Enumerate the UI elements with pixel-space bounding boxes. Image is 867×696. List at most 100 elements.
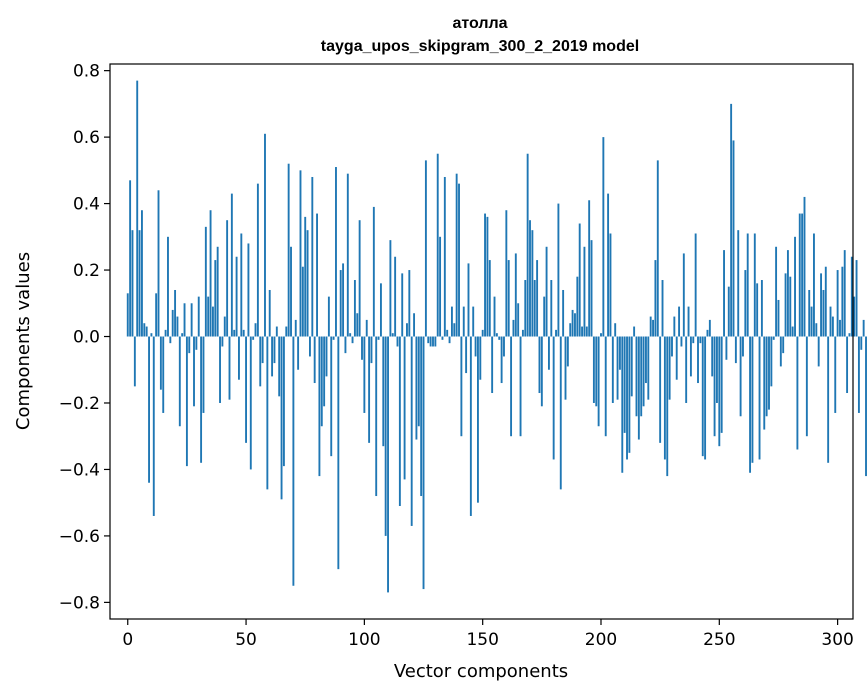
bar bbox=[708, 319, 711, 337]
bar bbox=[777, 299, 780, 337]
bar bbox=[531, 230, 534, 337]
bar bbox=[843, 250, 846, 337]
bar bbox=[533, 280, 536, 337]
bar bbox=[543, 296, 546, 337]
bar bbox=[663, 336, 666, 460]
bar bbox=[862, 319, 865, 337]
bar bbox=[607, 193, 610, 337]
bar bbox=[744, 270, 747, 337]
bar bbox=[772, 336, 775, 340]
bar bbox=[138, 230, 141, 337]
bar bbox=[701, 336, 704, 457]
bar bbox=[865, 336, 867, 477]
bar bbox=[566, 336, 569, 367]
chart-title-line-2: tayga_upos_skipgram_300_2_2019 model bbox=[321, 38, 639, 55]
bar bbox=[290, 246, 292, 337]
bar bbox=[831, 316, 834, 337]
bar bbox=[460, 336, 463, 437]
bar bbox=[860, 336, 863, 350]
bar bbox=[342, 263, 345, 337]
bar bbox=[297, 336, 300, 370]
bar bbox=[779, 336, 782, 367]
bar bbox=[379, 283, 382, 337]
y-tick-label: −0.2 bbox=[59, 394, 100, 414]
x-axis-ticks: 0 50 100 150 200 250 300 bbox=[122, 619, 854, 650]
bar bbox=[126, 293, 129, 337]
bar bbox=[786, 250, 789, 337]
bar bbox=[836, 270, 839, 337]
bar bbox=[673, 316, 676, 337]
bar bbox=[353, 280, 356, 337]
bar bbox=[420, 336, 423, 497]
bar bbox=[813, 233, 815, 337]
bar bbox=[500, 336, 503, 384]
bar bbox=[453, 323, 456, 337]
bar bbox=[387, 336, 389, 593]
bar bbox=[287, 163, 290, 337]
bar bbox=[628, 336, 631, 453]
bar bbox=[730, 103, 733, 337]
x-tick-label: 0 bbox=[122, 630, 133, 650]
bar bbox=[640, 336, 643, 417]
bar bbox=[649, 316, 652, 337]
bar bbox=[472, 306, 475, 337]
bar bbox=[521, 329, 524, 337]
bar bbox=[337, 336, 340, 570]
bar bbox=[808, 289, 811, 337]
bar bbox=[519, 336, 522, 437]
chart-title-line-1: атолла bbox=[452, 15, 507, 32]
bar bbox=[417, 336, 420, 427]
bar bbox=[294, 319, 297, 337]
x-tick-label: 100 bbox=[348, 630, 380, 650]
bar bbox=[699, 336, 702, 344]
bar bbox=[216, 246, 219, 337]
bar bbox=[477, 336, 479, 503]
bar bbox=[181, 333, 184, 337]
bar bbox=[685, 336, 688, 403]
bar bbox=[271, 336, 274, 377]
bar bbox=[846, 336, 849, 394]
bar bbox=[564, 336, 567, 400]
bar bbox=[481, 329, 484, 337]
bar bbox=[503, 336, 505, 357]
y-tick-label: 0.8 bbox=[73, 62, 100, 82]
bar bbox=[443, 176, 446, 337]
bar bbox=[765, 336, 768, 417]
bar bbox=[727, 286, 730, 337]
bar bbox=[758, 336, 761, 460]
bar bbox=[285, 326, 288, 337]
bar bbox=[157, 190, 160, 337]
bar bbox=[742, 336, 744, 357]
bar bbox=[204, 226, 207, 337]
bar bbox=[413, 313, 416, 337]
bar bbox=[214, 260, 217, 337]
y-tick-label: −0.4 bbox=[59, 460, 100, 480]
bar bbox=[162, 336, 165, 413]
bar bbox=[732, 140, 735, 337]
bar bbox=[614, 323, 617, 337]
bar bbox=[715, 336, 718, 403]
bar bbox=[141, 210, 143, 337]
bar bbox=[178, 336, 181, 427]
bar bbox=[803, 196, 806, 337]
bar bbox=[372, 206, 375, 337]
bar bbox=[136, 80, 139, 337]
bar bbox=[448, 336, 451, 344]
bar bbox=[574, 313, 576, 337]
bar bbox=[169, 336, 172, 344]
bar bbox=[810, 306, 813, 337]
bar bbox=[167, 236, 169, 337]
bar bbox=[829, 306, 832, 337]
bar bbox=[207, 296, 210, 337]
bar bbox=[148, 336, 150, 483]
bar bbox=[623, 336, 626, 433]
bar bbox=[739, 336, 742, 417]
bar bbox=[275, 326, 278, 337]
plot-frame bbox=[109, 63, 854, 620]
bar bbox=[309, 336, 311, 357]
y-tick-label: 0.6 bbox=[73, 128, 100, 148]
bar bbox=[611, 336, 614, 403]
bar bbox=[529, 220, 531, 337]
bar bbox=[439, 236, 442, 337]
bar bbox=[389, 240, 392, 337]
